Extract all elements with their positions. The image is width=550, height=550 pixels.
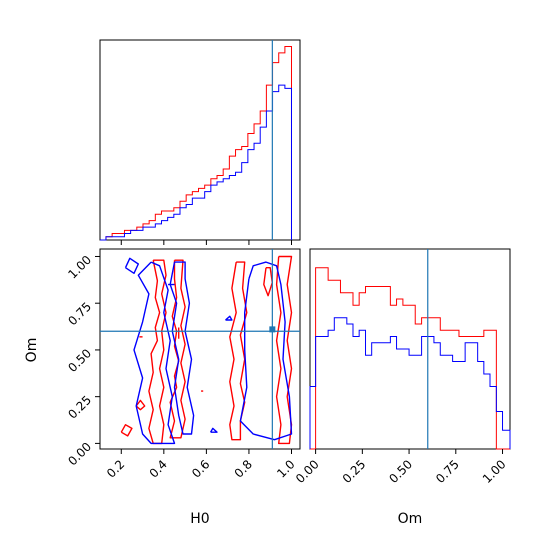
om-x-tick-label-1: 0.25 (340, 457, 369, 486)
om-x-tick-label-4: 1.00 (480, 457, 509, 486)
contour-blue-5 (209, 427, 218, 433)
contour-red-0 (148, 259, 167, 445)
h0-hist-red (100, 45, 292, 241)
contour-blue-4 (225, 315, 233, 321)
om-marginal-panel: 0.00 0.25 0.50 0.75 1.00 (293, 248, 511, 486)
contour-truth-marker (269, 326, 276, 333)
contour-red-6 (135, 399, 146, 411)
om-hist-blue (309, 317, 511, 449)
contour-y-tick-label-1: 0.25 (65, 393, 94, 422)
contour-blue-3 (124, 257, 139, 274)
contour-red-5 (120, 424, 133, 437)
contour-frame (99, 248, 301, 450)
contour-x-tick-label-2: 0.6 (189, 457, 212, 480)
contour-y-tick-label-3: 0.75 (65, 299, 94, 328)
contour-blue-2 (239, 261, 293, 441)
contour-y-tick-label-0: 0.00 (65, 440, 94, 469)
y-axis-label-om: Om (24, 338, 40, 363)
contour-blue-0 (133, 261, 176, 445)
h0-hist-blue (100, 84, 292, 241)
h0-marginal-panel (99, 39, 301, 245)
om-x-tick-label-2: 0.50 (386, 457, 415, 486)
om-hist-red (310, 267, 510, 450)
h0-marginal-frame (99, 39, 301, 241)
x-axis-label-h0: H0 (190, 511, 209, 527)
contour-red-1 (169, 259, 186, 439)
contour-y-tick-label-4: 1.00 (65, 253, 94, 282)
contour-x-tick-label-3: 0.8 (232, 457, 255, 480)
om-x-tick-label-3: 0.75 (433, 457, 462, 486)
contour-blue-1 (169, 261, 195, 435)
x-axis-label-om: Om (398, 511, 423, 527)
contour-x-tick-label-0: 0.2 (104, 457, 127, 480)
h0-om-contour-panel: 0.2 0.4 0.6 0.8 1.00.000.250.500.751.00 (65, 248, 301, 481)
om-marginal-frame (309, 248, 511, 450)
contour-x-tick-label-1: 0.4 (147, 457, 170, 480)
contour-y-tick-label-2: 0.50 (65, 346, 94, 375)
contour-red-4 (263, 267, 273, 297)
contour-red-2 (229, 261, 248, 441)
om-x-tick-label-0: 0.00 (293, 457, 322, 486)
